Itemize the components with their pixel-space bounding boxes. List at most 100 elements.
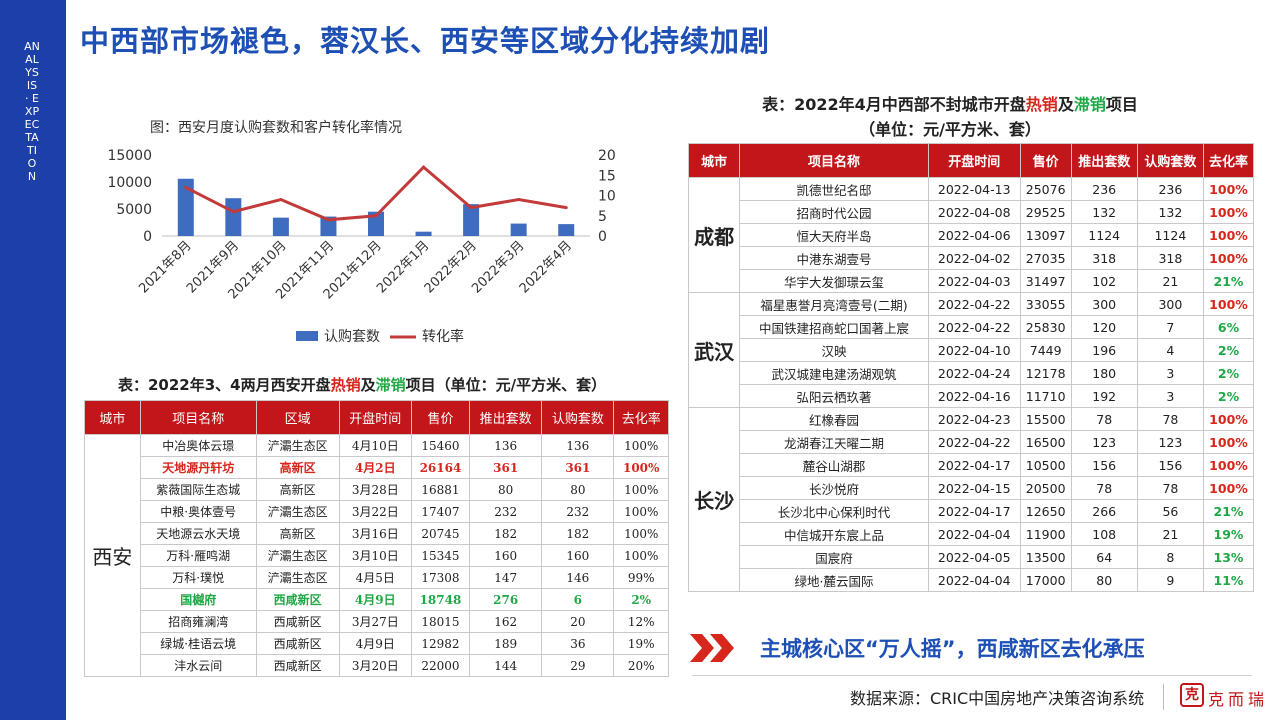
table2-rate-cell: 100% (1202, 177, 1255, 201)
table2-header-cell: 认购套数 (1136, 143, 1204, 178)
table1-cell: 100% (613, 456, 669, 479)
table2-cell: 招商时代公园 (739, 200, 929, 224)
table1-row: 沣水云间 西咸新区 3月20日 22000 144 29 20% (85, 654, 669, 677)
table1-cell: 4月9日 (338, 632, 412, 655)
table2-cell: 33055 (1019, 292, 1072, 316)
table2-cell: 长沙悦府 (739, 476, 929, 500)
table2-cell: 恒大天府半岛 (739, 223, 929, 247)
table1-cell: 189 (469, 632, 543, 655)
table2-city-cell: 长沙 (687, 407, 741, 592)
line-point (469, 206, 473, 210)
table2-cell: 2022-04-24 (927, 361, 1021, 385)
table2-cell: 1124 (1070, 223, 1138, 247)
table1-row: 万科·雁鸣湖 浐灞生态区 3月10日 15345 160 160 100% (85, 544, 669, 567)
table1-cell: 3月27日 (338, 610, 412, 633)
table1-cell: 2% (613, 588, 669, 611)
table2-cell: 2022-04-17 (927, 453, 1021, 477)
table1-cell: 361 (541, 456, 615, 479)
line-point (422, 165, 426, 169)
table1-row: 紫薇国际生态城 高新区 3月28日 16881 80 80 100% (85, 478, 669, 501)
table2-cell: 25830 (1019, 315, 1072, 339)
table1-cell: 361 (469, 456, 543, 479)
brand-logo-mark: 克 (1180, 683, 1204, 707)
table2-cell: 318 (1136, 246, 1204, 270)
table2-row: 汉映 2022-04-10 7449 196 4 2% (689, 338, 1255, 362)
table2-cell: 102 (1070, 269, 1138, 293)
left-tick-label: 0 (143, 229, 152, 245)
table1-cell: 17308 (410, 566, 471, 589)
table1-cell: 29 (541, 654, 615, 677)
table2-row: 长沙北中心保利时代 2022-04-17 12650 266 56 21% (689, 499, 1255, 523)
table2-row: 恒大天府半岛 2022-04-06 13097 1124 1124 100% (689, 223, 1255, 247)
table1-title-suffix: 项目（单位：元/平方米、套） (405, 376, 607, 394)
table2-rate-cell: 100% (1202, 407, 1255, 431)
left-tick-label: 5000 (116, 202, 152, 218)
table1-cell: 147 (469, 566, 543, 589)
table2-header-cell: 推出套数 (1070, 143, 1138, 178)
table2-header-cell: 开盘时间 (927, 143, 1021, 178)
table1-cell: 沣水云间 (139, 654, 257, 677)
bar (415, 231, 432, 236)
table2-cell: 7449 (1019, 338, 1072, 362)
table2-title-suffix: 项目 (1105, 95, 1138, 114)
table1-cell: 276 (469, 588, 543, 611)
line-point (564, 206, 568, 210)
table1-cell: 232 (469, 500, 543, 523)
table2-cell: 56 (1136, 499, 1204, 523)
table2-cell: 12650 (1019, 499, 1072, 523)
table2-cell: 13097 (1019, 223, 1072, 247)
table1-cell: 20% (613, 654, 669, 677)
line-point (326, 218, 330, 222)
table2-rate-cell: 21% (1202, 499, 1255, 523)
table1-cell: 136 (541, 434, 615, 457)
table2-cell: 123 (1070, 430, 1138, 454)
table1-row: 国樾府 西咸新区 4月9日 18748 276 6 2% (85, 588, 669, 611)
table1-cell: 招商雍澜湾 (139, 610, 257, 633)
table2-rate-cell: 13% (1202, 545, 1255, 569)
table1-header-cell: 推出套数 (469, 400, 543, 435)
table1-cell: 浐灞生态区 (255, 434, 340, 457)
table2-cell: 2022-04-22 (927, 292, 1021, 316)
table2-cell: 266 (1070, 499, 1138, 523)
table1-cell: 4月5日 (338, 566, 412, 589)
table2-rate-cell: 2% (1202, 361, 1255, 385)
table2-cell: 2022-04-04 (927, 568, 1021, 592)
table1-cell: 15345 (410, 544, 471, 567)
table2-rate-cell: 2% (1202, 338, 1255, 362)
table2-city-cell: 成都 (687, 177, 741, 293)
table2-city-cell: 武汉 (687, 292, 741, 408)
table2-cell: 长沙北中心保利时代 (739, 499, 929, 523)
table2-cell: 156 (1136, 453, 1204, 477)
table1-cell: 100% (613, 522, 669, 545)
table1-cell: 182 (469, 522, 543, 545)
table2-header-row: 城市 项目名称 开盘时间 售价 推出套数 认购套数 去化率 (687, 143, 1255, 178)
table2-cell: 2022-04-04 (927, 522, 1021, 546)
table2-cell: 国宸府 (739, 545, 929, 569)
table1-title: 表：2022年3、4两月西安开盘热销及滞销项目（单位：元/平方米、套） (118, 374, 606, 395)
table1-header-cell: 售价 (410, 400, 471, 435)
table1-cell: 99% (613, 566, 669, 589)
table1-cell: 182 (541, 522, 615, 545)
table1-cell: 西咸新区 (255, 588, 340, 611)
legend-label-line: 转化率 (422, 328, 464, 345)
table2-rate-cell: 2% (1202, 384, 1255, 408)
table1-cell: 136 (469, 434, 543, 457)
table2-cell: 2022-04-05 (927, 545, 1021, 569)
table1-cell: 中冶奥体云璟 (139, 434, 257, 457)
table2-cell: 64 (1070, 545, 1138, 569)
table2-cell: 17000 (1019, 568, 1072, 592)
table1-cell: 20 (541, 610, 615, 633)
conclusion-text: 主城核心区“万人摇”，西咸新区去化承压 (760, 637, 1145, 661)
table1-cell: 万科·雁鸣湖 (139, 544, 257, 567)
table2-cell: 123 (1136, 430, 1204, 454)
bar (320, 216, 337, 236)
table2-cell: 80 (1070, 568, 1138, 592)
table1-cell: 15460 (410, 434, 471, 457)
table2-rate-cell: 6% (1202, 315, 1255, 339)
table1-cell: 22000 (410, 654, 471, 677)
table2-cell: 2022-04-15 (927, 476, 1021, 500)
table1-cell: 3月16日 (338, 522, 412, 545)
table2-cell: 3 (1136, 384, 1204, 408)
table2-row: 龙湖春江天曜二期 2022-04-22 16500 123 123 100% (689, 430, 1255, 454)
table1-cell: 浐灞生态区 (255, 544, 340, 567)
